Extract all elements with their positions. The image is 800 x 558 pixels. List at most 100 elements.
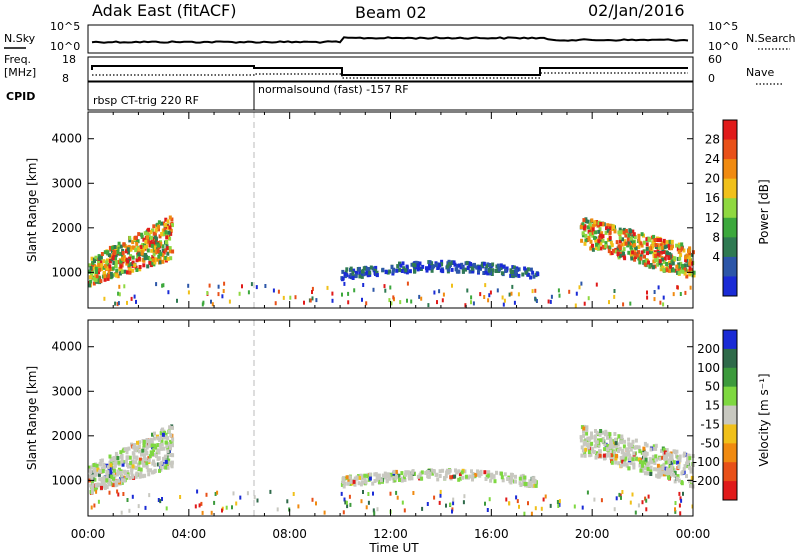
- echo-cell: [159, 446, 163, 451]
- echo-cell: [449, 502, 452, 507]
- echo-cell: [487, 298, 490, 303]
- echo-cell: [645, 237, 649, 242]
- echo-cell: [138, 440, 141, 445]
- echo-cell: [166, 446, 170, 451]
- echo-cell: [684, 258, 688, 263]
- echo-cell: [585, 425, 589, 430]
- echo-cell: [384, 288, 387, 293]
- colorbar-tick-label: 24: [705, 152, 720, 166]
- echo-cell: [651, 240, 655, 245]
- echo-cell: [146, 239, 150, 243]
- echo-cell: [128, 508, 131, 513]
- echo-cell: [365, 474, 369, 479]
- echo-cell: [668, 254, 672, 259]
- echo-cell: [303, 300, 305, 305]
- echo-cell: [472, 301, 475, 306]
- echo-cell: [613, 507, 616, 512]
- echo-cell: [106, 250, 110, 255]
- echo-cell: [514, 474, 517, 479]
- echo-cell: [88, 275, 92, 280]
- echo-cell: [145, 461, 149, 466]
- echo-cell: [161, 259, 165, 264]
- echo-cell: [515, 272, 518, 277]
- echo-cell: [643, 441, 647, 446]
- echo-cell: [405, 264, 409, 269]
- echo-cell: [274, 301, 277, 306]
- echo-cell: [581, 505, 584, 510]
- echo-cell: [214, 492, 217, 496]
- echo-cell: [601, 238, 605, 243]
- echo-cell: [622, 444, 626, 449]
- echo-cell: [468, 269, 472, 274]
- echo-cell: [651, 454, 655, 459]
- echo-cell: [585, 431, 589, 436]
- echo-cell: [438, 263, 441, 268]
- echo-cell: [668, 469, 672, 474]
- freq-label-1: Freq.: [4, 53, 31, 66]
- echo-cell: [235, 501, 238, 506]
- noise-left-tick-top: 10^5: [50, 20, 80, 33]
- echo-cell: [130, 459, 134, 464]
- echo-cell: [603, 432, 607, 437]
- echo-cell: [590, 218, 594, 223]
- echo-cell: [634, 445, 638, 450]
- echo-cell: [626, 243, 630, 248]
- echo-cell: [590, 446, 594, 451]
- echo-cell: [647, 494, 650, 499]
- echo-cell: [656, 262, 660, 267]
- echo-cell: [427, 303, 430, 308]
- echo-cell: [410, 299, 413, 304]
- echo-cell: [201, 510, 204, 515]
- echo-cell: [688, 479, 692, 484]
- echo-cell: [155, 282, 158, 287]
- echo-cell: [120, 478, 124, 483]
- echo-cell: [140, 457, 144, 462]
- echo-cell: [654, 454, 658, 459]
- echo-cell: [440, 259, 444, 264]
- echo-cell: [460, 262, 464, 267]
- echo-cell: [162, 456, 165, 461]
- echo-cell: [100, 466, 104, 471]
- echo-cell: [664, 460, 668, 465]
- echo-cell: [489, 478, 493, 483]
- echo-cell: [385, 479, 389, 484]
- echo-cell: [631, 229, 635, 234]
- echo-cell: [615, 240, 619, 245]
- echo-cell: [470, 295, 473, 300]
- echo-cell: [107, 477, 110, 482]
- echo-cell: [97, 254, 101, 259]
- echo-cell: [544, 494, 547, 499]
- echo-cell: [383, 284, 386, 289]
- echo-cell: [120, 457, 124, 462]
- echo-cell: [140, 251, 144, 256]
- echo-cell: [217, 292, 220, 297]
- echo-cell: [405, 270, 409, 275]
- echo-cell: [688, 456, 692, 461]
- echo-cell: [91, 474, 94, 479]
- echo-cell: [250, 282, 253, 287]
- echo-cell: [510, 473, 514, 477]
- echo-cell: [523, 266, 527, 271]
- echo-cell: [347, 300, 350, 305]
- echo-cell: [103, 486, 107, 490]
- echo-cell: [127, 265, 131, 270]
- echo-cell: [644, 259, 648, 264]
- echo-cell: [164, 255, 168, 260]
- echo-cell: [228, 299, 231, 304]
- echo-cell: [590, 230, 594, 235]
- echo-cell: [315, 501, 317, 506]
- echo-cell: [151, 228, 154, 233]
- echo-cell: [684, 290, 687, 295]
- colorbar-swatch: [723, 276, 737, 297]
- velocity-panel: 1000 2000 3000 4000 Slant Range [km]: [25, 319, 695, 517]
- echo-cell: [119, 454, 123, 459]
- echo-cell: [88, 465, 92, 470]
- echo-cell: [558, 293, 561, 298]
- echo-cell: [604, 241, 608, 246]
- echo-cell: [573, 504, 576, 509]
- echo-cell: [171, 443, 174, 448]
- echo-cell: [100, 480, 104, 485]
- noise-right-tick-bottom: 10^0: [708, 40, 738, 53]
- echo-cell: [112, 466, 116, 470]
- echo-cell: [117, 291, 120, 296]
